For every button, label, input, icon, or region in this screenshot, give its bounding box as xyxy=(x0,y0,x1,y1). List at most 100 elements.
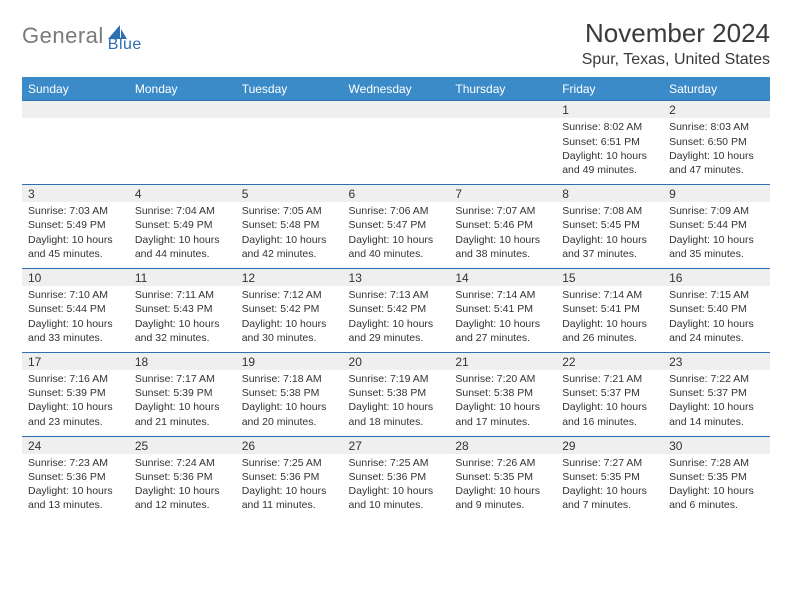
sunrise-line: Sunrise: 7:08 AM xyxy=(562,204,657,218)
day-detail-cell: Sunrise: 7:23 AMSunset: 5:36 PMDaylight:… xyxy=(22,454,129,520)
sunrise-line: Sunrise: 7:14 AM xyxy=(562,288,657,302)
sunrise-line: Sunrise: 7:16 AM xyxy=(28,372,123,386)
sunset-line: Sunset: 5:36 PM xyxy=(135,470,230,484)
sunset-line: Sunset: 5:49 PM xyxy=(28,218,123,232)
day-number-cell: 30 xyxy=(663,436,770,454)
day-detail-cell: Sunrise: 7:18 AMSunset: 5:38 PMDaylight:… xyxy=(236,370,343,436)
daylight-line: Daylight: 10 hours and 24 minutes. xyxy=(669,317,764,345)
day-number-cell xyxy=(22,101,129,119)
daylight-line: Daylight: 10 hours and 9 minutes. xyxy=(455,484,550,512)
daylight-line: Daylight: 10 hours and 17 minutes. xyxy=(455,400,550,428)
sunrise-line: Sunrise: 7:17 AM xyxy=(135,372,230,386)
sunrise-line: Sunrise: 8:02 AM xyxy=(562,120,657,134)
day-number-cell: 24 xyxy=(22,436,129,454)
day-detail-cell: Sunrise: 7:13 AMSunset: 5:42 PMDaylight:… xyxy=(343,286,450,352)
sunrise-line: Sunrise: 7:19 AM xyxy=(349,372,444,386)
sunrise-line: Sunrise: 7:25 AM xyxy=(349,456,444,470)
detail-row: Sunrise: 7:03 AMSunset: 5:49 PMDaylight:… xyxy=(22,202,770,268)
logo-text-2: Blue xyxy=(108,36,142,54)
day-detail-cell xyxy=(236,118,343,184)
day-detail-cell: Sunrise: 7:19 AMSunset: 5:38 PMDaylight:… xyxy=(343,370,450,436)
day-detail-cell: Sunrise: 7:03 AMSunset: 5:49 PMDaylight:… xyxy=(22,202,129,268)
day-detail-cell: Sunrise: 7:14 AMSunset: 5:41 PMDaylight:… xyxy=(449,286,556,352)
sunrise-line: Sunrise: 7:09 AM xyxy=(669,204,764,218)
sunrise-line: Sunrise: 7:26 AM xyxy=(455,456,550,470)
day-detail-cell: Sunrise: 7:20 AMSunset: 5:38 PMDaylight:… xyxy=(449,370,556,436)
logo-text-1: General xyxy=(22,23,104,49)
day-number-cell: 5 xyxy=(236,184,343,202)
daynum-row: 10111213141516 xyxy=(22,268,770,286)
sunset-line: Sunset: 5:36 PM xyxy=(349,470,444,484)
detail-row: Sunrise: 8:02 AMSunset: 6:51 PMDaylight:… xyxy=(22,118,770,184)
sunset-line: Sunset: 5:44 PM xyxy=(669,218,764,232)
daylight-line: Daylight: 10 hours and 13 minutes. xyxy=(28,484,123,512)
sunrise-line: Sunrise: 7:11 AM xyxy=(135,288,230,302)
day-detail-cell: Sunrise: 7:26 AMSunset: 5:35 PMDaylight:… xyxy=(449,454,556,520)
day-detail-cell: Sunrise: 7:14 AMSunset: 5:41 PMDaylight:… xyxy=(556,286,663,352)
day-number-cell: 10 xyxy=(22,268,129,286)
sunset-line: Sunset: 5:48 PM xyxy=(242,218,337,232)
day-number-cell: 23 xyxy=(663,352,770,370)
day-number-cell: 11 xyxy=(129,268,236,286)
day-detail-cell: Sunrise: 7:06 AMSunset: 5:47 PMDaylight:… xyxy=(343,202,450,268)
day-detail-cell: Sunrise: 7:11 AMSunset: 5:43 PMDaylight:… xyxy=(129,286,236,352)
day-number-cell: 18 xyxy=(129,352,236,370)
day-number-cell: 19 xyxy=(236,352,343,370)
day-detail-cell: Sunrise: 8:03 AMSunset: 6:50 PMDaylight:… xyxy=(663,118,770,184)
day-number-cell: 3 xyxy=(22,184,129,202)
day-number-cell: 8 xyxy=(556,184,663,202)
sunset-line: Sunset: 5:41 PM xyxy=(562,302,657,316)
sunset-line: Sunset: 5:42 PM xyxy=(349,302,444,316)
daylight-line: Daylight: 10 hours and 42 minutes. xyxy=(242,233,337,261)
sunset-line: Sunset: 5:35 PM xyxy=(562,470,657,484)
sunset-line: Sunset: 5:39 PM xyxy=(135,386,230,400)
day-detail-cell: Sunrise: 7:28 AMSunset: 5:35 PMDaylight:… xyxy=(663,454,770,520)
sunset-line: Sunset: 5:43 PM xyxy=(135,302,230,316)
day-detail-cell: Sunrise: 7:17 AMSunset: 5:39 PMDaylight:… xyxy=(129,370,236,436)
sunrise-line: Sunrise: 7:27 AM xyxy=(562,456,657,470)
sunset-line: Sunset: 5:49 PM xyxy=(135,218,230,232)
daylight-line: Daylight: 10 hours and 30 minutes. xyxy=(242,317,337,345)
day-header: Saturday xyxy=(663,78,770,101)
day-number-cell: 14 xyxy=(449,268,556,286)
daylight-line: Daylight: 10 hours and 12 minutes. xyxy=(135,484,230,512)
day-number-cell: 12 xyxy=(236,268,343,286)
daylight-line: Daylight: 10 hours and 16 minutes. xyxy=(562,400,657,428)
day-header-row: SundayMondayTuesdayWednesdayThursdayFrid… xyxy=(22,78,770,101)
sunrise-line: Sunrise: 7:13 AM xyxy=(349,288,444,302)
header: General Blue November 2024 Spur, Texas, … xyxy=(22,18,770,69)
sunset-line: Sunset: 5:45 PM xyxy=(562,218,657,232)
day-detail-cell: Sunrise: 7:05 AMSunset: 5:48 PMDaylight:… xyxy=(236,202,343,268)
sunrise-line: Sunrise: 7:28 AM xyxy=(669,456,764,470)
day-number-cell xyxy=(129,101,236,119)
sunset-line: Sunset: 5:38 PM xyxy=(349,386,444,400)
sunset-line: Sunset: 5:35 PM xyxy=(669,470,764,484)
sunset-line: Sunset: 6:50 PM xyxy=(669,135,764,149)
day-detail-cell: Sunrise: 7:25 AMSunset: 5:36 PMDaylight:… xyxy=(236,454,343,520)
day-detail-cell xyxy=(449,118,556,184)
day-number-cell: 1 xyxy=(556,101,663,119)
day-detail-cell: Sunrise: 7:22 AMSunset: 5:37 PMDaylight:… xyxy=(663,370,770,436)
daynum-row: 24252627282930 xyxy=(22,436,770,454)
day-number-cell xyxy=(236,101,343,119)
detail-row: Sunrise: 7:16 AMSunset: 5:39 PMDaylight:… xyxy=(22,370,770,436)
day-number-cell: 20 xyxy=(343,352,450,370)
sunset-line: Sunset: 5:37 PM xyxy=(562,386,657,400)
daylight-line: Daylight: 10 hours and 47 minutes. xyxy=(669,149,764,177)
day-number-cell: 21 xyxy=(449,352,556,370)
detail-row: Sunrise: 7:23 AMSunset: 5:36 PMDaylight:… xyxy=(22,454,770,520)
day-detail-cell: Sunrise: 7:04 AMSunset: 5:49 PMDaylight:… xyxy=(129,202,236,268)
sunrise-line: Sunrise: 7:21 AM xyxy=(562,372,657,386)
daylight-line: Daylight: 10 hours and 26 minutes. xyxy=(562,317,657,345)
sunset-line: Sunset: 5:39 PM xyxy=(28,386,123,400)
day-detail-cell xyxy=(22,118,129,184)
daylight-line: Daylight: 10 hours and 7 minutes. xyxy=(562,484,657,512)
daynum-row: 17181920212223 xyxy=(22,352,770,370)
daylight-line: Daylight: 10 hours and 6 minutes. xyxy=(669,484,764,512)
sunrise-line: Sunrise: 7:12 AM xyxy=(242,288,337,302)
sunset-line: Sunset: 5:36 PM xyxy=(28,470,123,484)
day-detail-cell: Sunrise: 7:21 AMSunset: 5:37 PMDaylight:… xyxy=(556,370,663,436)
day-detail-cell: Sunrise: 7:15 AMSunset: 5:40 PMDaylight:… xyxy=(663,286,770,352)
daynum-row: 3456789 xyxy=(22,184,770,202)
daylight-line: Daylight: 10 hours and 35 minutes. xyxy=(669,233,764,261)
